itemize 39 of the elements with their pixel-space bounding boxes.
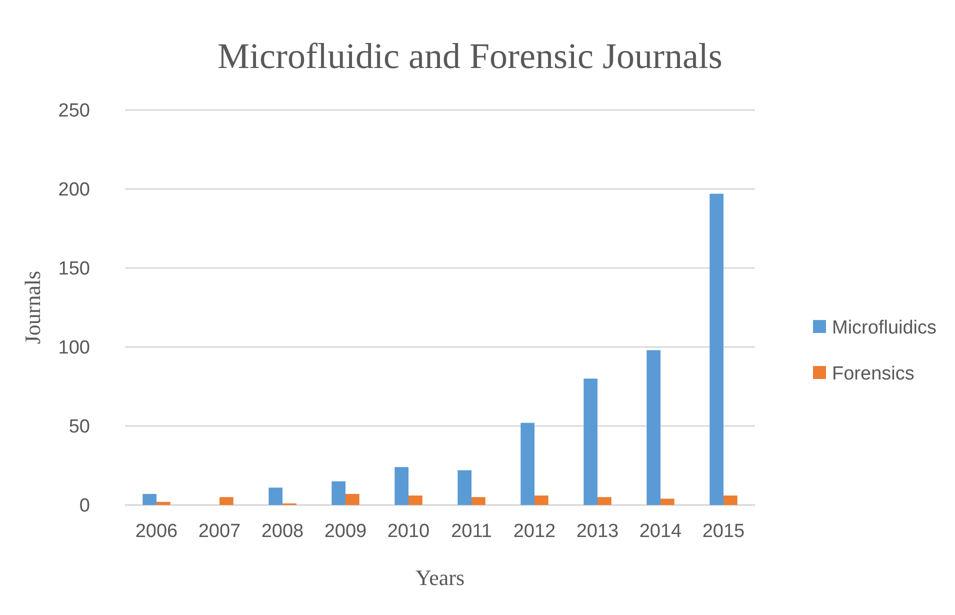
x-tick-label: 2007 [198, 521, 241, 542]
y-tick-label: 250 [58, 100, 90, 122]
bar [394, 467, 408, 505]
legend-label: Microfluidics [832, 318, 937, 339]
bar [332, 481, 346, 505]
x-tick-label: 2012 [513, 521, 556, 542]
y-tick-label: 150 [58, 258, 90, 280]
bar [598, 497, 612, 505]
x-tick-label: 2015 [702, 521, 745, 542]
bar [584, 378, 598, 505]
bar [724, 496, 738, 505]
x-axis-title: Years [415, 565, 465, 590]
bar [520, 422, 534, 505]
bar [346, 494, 360, 505]
x-tick-label: 2006 [135, 521, 178, 542]
bar [458, 470, 472, 505]
bar [534, 496, 548, 505]
legend-label: Forensics [832, 364, 914, 385]
bar [156, 502, 170, 505]
x-tick-label: 2010 [387, 521, 430, 542]
bar [268, 488, 282, 505]
x-tick-label: 2011 [451, 521, 492, 542]
y-tick-label: 50 [68, 416, 90, 438]
bar [408, 496, 422, 505]
y-axis-title: Journals [20, 270, 45, 344]
bar [710, 194, 724, 505]
x-tick-label: 2009 [324, 521, 367, 542]
bar [660, 498, 674, 505]
y-tick-label: 100 [58, 338, 90, 359]
bar [646, 350, 660, 505]
x-tick-label: 2014 [639, 521, 682, 542]
x-tick-label: 2013 [576, 521, 619, 542]
bar [220, 497, 234, 505]
y-tick-label: 0 [79, 496, 90, 517]
x-tick-label: 2008 [261, 521, 304, 542]
bar [142, 494, 156, 505]
chart-title: Microfluidic and Forensic Journals [218, 36, 722, 76]
y-tick-label: 200 [58, 180, 90, 201]
bar [472, 497, 486, 505]
